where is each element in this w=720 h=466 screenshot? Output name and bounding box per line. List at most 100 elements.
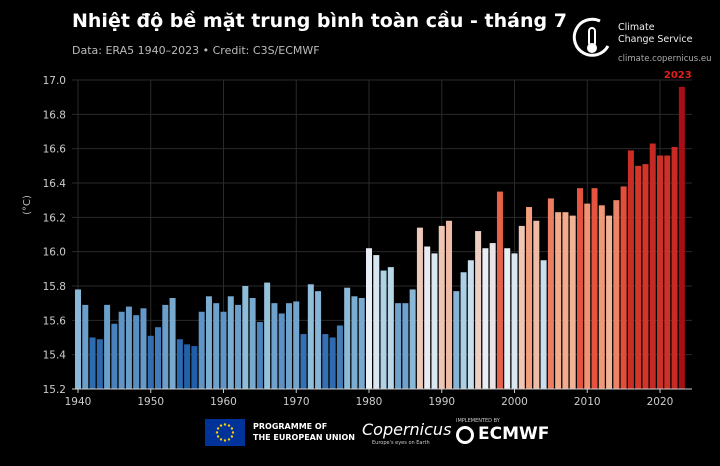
bar-1975 [329, 337, 336, 389]
y-tick-label: 15.6 [43, 315, 67, 327]
bar-1945 [111, 323, 118, 389]
bar-2022 [671, 146, 678, 389]
y-tick-label: 17.0 [43, 75, 66, 87]
bar-1984 [395, 303, 402, 389]
eu-star [219, 424, 223, 427]
eu-star [223, 423, 227, 426]
chart-subtitle: Data: ERA5 1940–2023 • Credit: C3S/ECMWF [72, 44, 320, 57]
x-tick-label: 1970 [283, 396, 310, 408]
ecmwf-icon [456, 426, 474, 444]
bar-1964 [249, 298, 256, 389]
bar-1967 [271, 303, 278, 389]
bar-2015 [620, 186, 627, 389]
bar-1970 [293, 301, 300, 389]
eu-star [215, 431, 219, 434]
bar-1948 [133, 315, 140, 389]
logo-line1: Climate [618, 22, 655, 33]
bar-1940 [75, 289, 81, 389]
bar-2014 [613, 200, 620, 389]
bar-2002 [526, 207, 533, 389]
y-tick-label: 16.4 [43, 178, 67, 190]
bar-1960 [220, 311, 227, 389]
bar-1987 [416, 227, 423, 389]
bar-chart: 15.2 15.4 15.6 15.8 16.0 16.2 16.4 16.6 16.8 17.0… [22, 70, 692, 408]
bar-1997 [489, 243, 496, 389]
eu-star [231, 431, 235, 434]
bar-2001 [518, 225, 525, 389]
bar-1995 [475, 231, 482, 389]
bar-1982 [380, 270, 387, 389]
eu-star [223, 439, 227, 442]
bar-2009 [576, 188, 583, 389]
bar-1958 [205, 296, 212, 389]
eu-star [230, 435, 234, 438]
bar-1947 [125, 306, 132, 389]
bar-2011 [591, 188, 598, 389]
bar-1980 [366, 248, 372, 389]
bar-1962 [235, 304, 242, 389]
bar-2012 [598, 205, 605, 389]
bar-1983 [387, 267, 394, 389]
y-tick-label: 16.0 [43, 247, 66, 259]
bar-2020 [657, 155, 663, 389]
copernicus-logo: Copernicus [362, 420, 452, 439]
bar-1961 [227, 296, 234, 389]
bar-1996 [482, 248, 489, 389]
chart-title: Nhiệt độ bề mặt trung bình toàn cầu - th… [72, 10, 567, 32]
footer-logos: PROGRAMME OF THE EUROPEAN UNION Copernic… [0, 412, 720, 452]
eu-programme-line1: PROGRAMME OF [253, 422, 328, 431]
bar-1978 [351, 296, 358, 389]
bar-1973 [315, 291, 322, 389]
bar-1957 [198, 311, 205, 389]
bar-1976 [336, 325, 343, 389]
bar-1965 [256, 322, 263, 389]
bar-1941 [82, 304, 89, 389]
bar-1981 [373, 255, 380, 389]
bar-1985 [402, 303, 409, 389]
bar-2021 [664, 155, 671, 389]
bar-1974 [322, 334, 329, 389]
bar-1988 [424, 246, 431, 389]
eu-flag-icon [205, 419, 245, 446]
annotation-2023: 2023 [664, 70, 692, 81]
eu-star [216, 427, 220, 430]
x-tick-label: 2020 [647, 396, 674, 408]
y-tick-label: 16.2 [43, 212, 66, 224]
y-axis-label: (°C) [22, 195, 33, 215]
bar-1993 [460, 272, 467, 389]
bar-1951 [155, 327, 162, 389]
implemented-by: IMPLEMENTED BY [456, 418, 500, 424]
x-tick-label: 2010 [574, 396, 601, 408]
x-tick-label: 1940 [65, 396, 92, 408]
eu-star [216, 435, 220, 438]
copernicus-tagline: Europe's eyes on Earth [372, 440, 430, 446]
bar-1990 [438, 225, 445, 389]
y-tick-label: 15.4 [43, 350, 67, 362]
bar-1971 [300, 334, 307, 389]
ecmwf-logo: ECMWF [478, 424, 550, 444]
bar-1943 [96, 339, 103, 389]
bar-1946 [118, 311, 125, 389]
bar-1968 [278, 313, 285, 389]
bar-1989 [431, 253, 438, 389]
bar-1994 [467, 260, 474, 389]
bar-2019 [649, 143, 656, 389]
bar-1959 [213, 303, 220, 389]
bar-1954 [176, 339, 183, 389]
y-tick-label: 15.8 [43, 281, 66, 293]
bar-1999 [504, 248, 511, 389]
x-tick-label: 1980 [356, 396, 383, 408]
bar-1991 [446, 220, 453, 389]
bar-2017 [635, 165, 642, 389]
eu-star [219, 438, 223, 441]
bar-2023 [678, 86, 685, 389]
eu-star [227, 424, 231, 427]
bar-1953 [169, 298, 176, 389]
logo-line2: Change Service [618, 34, 693, 45]
x-tick-label: 1960 [210, 396, 237, 408]
bar-1986 [409, 289, 416, 389]
bar-2013 [606, 215, 613, 389]
bar-2006 [555, 212, 562, 389]
bar-1969 [285, 303, 292, 389]
bar-1992 [453, 291, 460, 389]
